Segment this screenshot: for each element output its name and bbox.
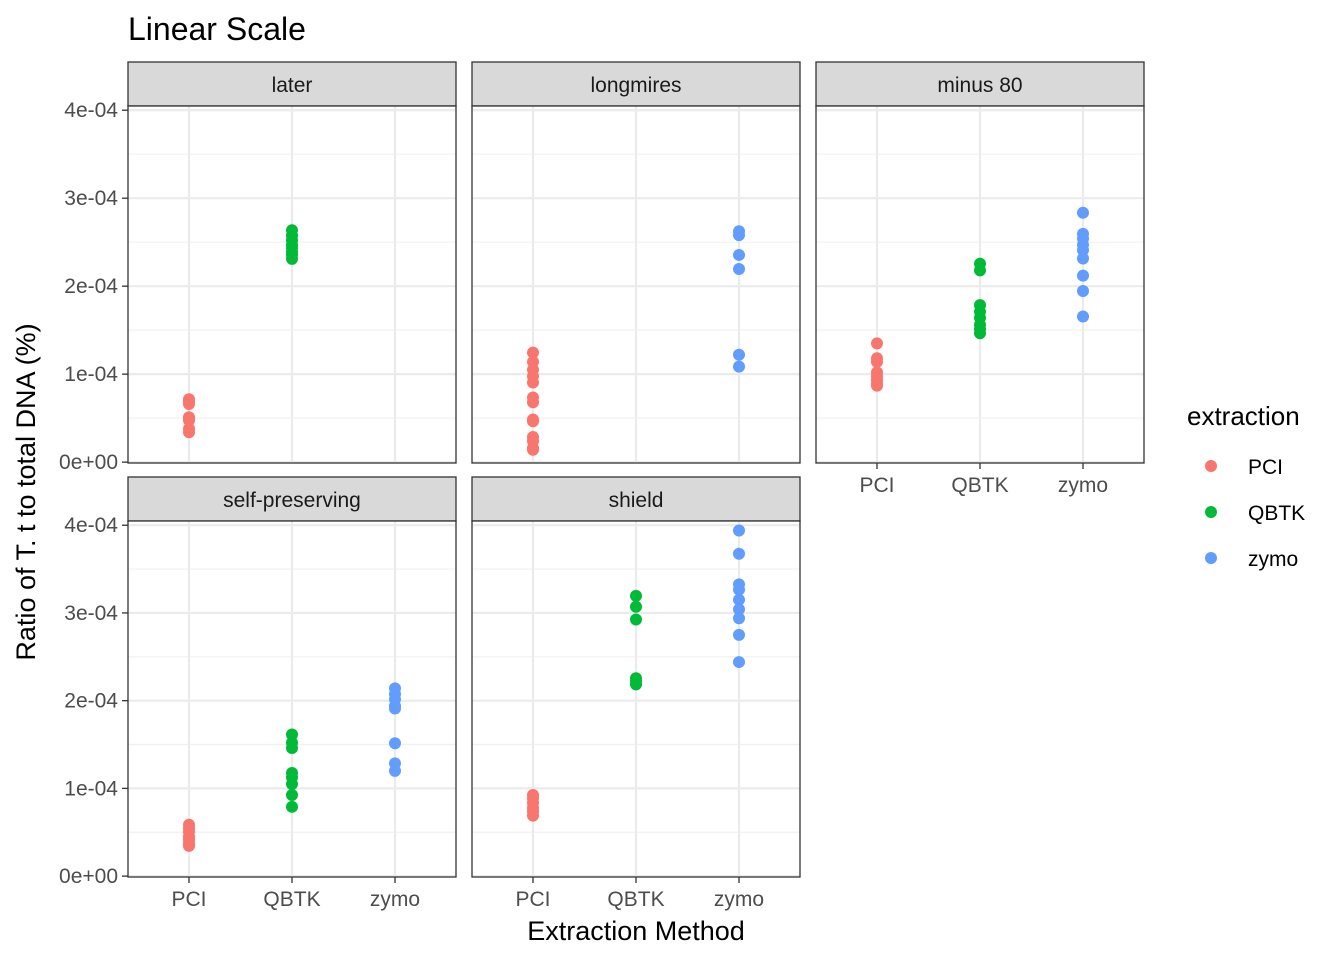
- data-point-qbtk: [630, 613, 642, 626]
- legend-key-pci: [1205, 460, 1217, 472]
- x-tick-label: QBTK: [607, 888, 664, 911]
- data-point-qbtk: [286, 252, 298, 265]
- data-point-qbtk: [630, 600, 642, 613]
- y-tick-label: 1e-04: [64, 777, 118, 800]
- data-point-zymo: [1077, 269, 1089, 282]
- x-tick-label: QBTK: [263, 888, 320, 911]
- strip-label: shield: [609, 489, 664, 512]
- data-point-zymo: [733, 360, 745, 373]
- data-point-zymo: [733, 656, 745, 669]
- data-point-zymo: [733, 248, 745, 261]
- strip-label: self-preserving: [223, 489, 361, 512]
- data-point-zymo: [1077, 244, 1089, 257]
- facet-panel-longmires: longmires: [471, 61, 801, 464]
- x-tick-label: PCI: [171, 888, 206, 911]
- y-tick-label: 3e-04: [64, 602, 118, 625]
- facet-panel-minus-80: minus 80 PCI QBTK zymo: [815, 61, 1145, 497]
- data-point-pci: [527, 809, 539, 822]
- facet-panel-shield: shield PCI QBTK zymo: [471, 476, 801, 911]
- data-point-zymo: [389, 764, 401, 777]
- x-tick-label: zymo: [1058, 474, 1108, 497]
- y-tick-label: 3e-04: [64, 187, 118, 210]
- legend-key-zymo: [1205, 552, 1217, 564]
- data-point-qbtk: [286, 800, 298, 813]
- data-point-pci: [527, 396, 539, 409]
- x-tick-label: PCI: [859, 474, 894, 497]
- x-tick-label: QBTK: [951, 474, 1008, 497]
- data-point-zymo: [733, 547, 745, 560]
- strip-background: [471, 476, 801, 522]
- strip-background: [127, 61, 457, 107]
- data-point-qbtk: [286, 728, 298, 741]
- data-point-pci: [527, 443, 539, 456]
- legend-label-pci: PCI: [1248, 456, 1283, 479]
- data-point-zymo: [733, 612, 745, 625]
- legend-label-zymo: zymo: [1248, 548, 1298, 571]
- strip-label: later: [272, 74, 313, 97]
- y-tick-label: 4e-04: [64, 514, 118, 537]
- data-point-qbtk: [974, 264, 986, 277]
- y-axis-title: Ratio of T. t to total DNA (%): [11, 323, 41, 660]
- data-point-pci: [183, 426, 195, 439]
- data-point-pci: [527, 376, 539, 389]
- data-point-zymo: [389, 737, 401, 750]
- data-point-zymo: [389, 702, 401, 715]
- data-point-qbtk: [630, 589, 642, 602]
- data-point-pci: [871, 379, 883, 392]
- facet-panel-later: later 0e+00 1e-04 2e-04 3e-04 4e-04: [59, 61, 457, 474]
- y-tick-label: 0e+00: [59, 451, 118, 474]
- facet-panels: later 0e+00 1e-04 2e-04 3e-04 4e-04 longmires m…: [59, 61, 1145, 911]
- data-point-zymo: [733, 603, 745, 616]
- strip-label: minus 80: [937, 74, 1022, 97]
- data-point-zymo: [1077, 310, 1089, 323]
- legend-title: extraction: [1187, 401, 1300, 431]
- y-tick-label: 1e-04: [64, 363, 118, 386]
- data-point-zymo: [1077, 206, 1089, 219]
- data-point-zymo: [733, 583, 745, 596]
- data-point-zymo: [1077, 285, 1089, 298]
- y-tick-label: 2e-04: [64, 690, 118, 713]
- data-point-zymo: [733, 628, 745, 641]
- x-tick-label: PCI: [515, 888, 550, 911]
- panel-border: [127, 105, 457, 464]
- data-point-pci: [183, 839, 195, 852]
- data-point-zymo: [733, 348, 745, 361]
- legend-label-qbtk: QBTK: [1248, 502, 1305, 525]
- panel-border: [471, 105, 801, 464]
- data-point-zymo: [733, 524, 745, 537]
- facet-panel-self-preserving: self-preserving 0e+00 1e-04 2e-04 3e-04 4e-04…: [59, 476, 457, 911]
- data-point-pci: [871, 337, 883, 350]
- y-tick-label: 4e-04: [64, 99, 118, 122]
- strip-background: [815, 61, 1145, 107]
- data-point-qbtk: [974, 327, 986, 340]
- data-point-qbtk: [286, 788, 298, 801]
- strip-label: longmires: [590, 74, 681, 97]
- data-point-pci: [527, 346, 539, 359]
- data-point-qbtk: [286, 742, 298, 755]
- data-point-pci: [183, 398, 195, 411]
- data-point-qbtk: [286, 778, 298, 791]
- x-tick-label: zymo: [370, 888, 420, 911]
- legend-key-qbtk: [1205, 506, 1217, 518]
- data-point-zymo: [1077, 252, 1089, 265]
- data-point-zymo: [733, 229, 745, 242]
- data-point-pci: [871, 355, 883, 368]
- data-point-zymo: [733, 263, 745, 276]
- y-tick-label: 0e+00: [59, 865, 118, 888]
- strip-background: [127, 476, 457, 522]
- data-point-zymo: [733, 593, 745, 606]
- strip-background: [471, 61, 801, 107]
- chart-title: Linear Scale: [128, 11, 306, 47]
- x-axis-title: Extraction Method: [527, 916, 745, 946]
- data-point-pci: [527, 415, 539, 428]
- x-tick-label: zymo: [714, 888, 764, 911]
- data-point-qbtk: [630, 678, 642, 691]
- data-point-pci: [183, 414, 195, 427]
- y-tick-label: 2e-04: [64, 275, 118, 298]
- legend: extraction PCI QBTK zymo: [1187, 401, 1305, 571]
